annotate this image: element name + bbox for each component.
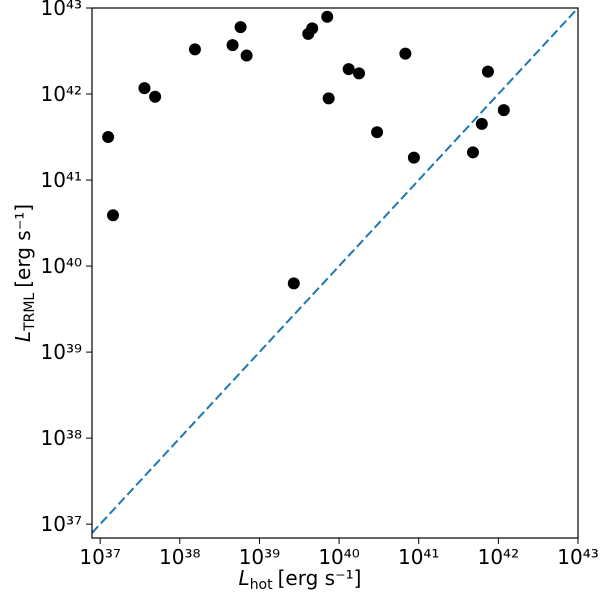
identity-line — [92, 8, 578, 534]
x-tick-label: 10⁴¹ — [398, 545, 439, 569]
data-point — [322, 92, 335, 105]
data-point — [306, 22, 319, 35]
data-point — [287, 277, 300, 290]
x-label-unit: [erg s⁻¹] — [278, 566, 362, 590]
data-point — [102, 131, 115, 144]
data-point — [107, 209, 120, 222]
x-tick-label: 10³⁹ — [239, 545, 280, 569]
y-tick-label: 10³⁸ — [41, 426, 82, 450]
y-tick-label: 10³⁷ — [41, 512, 82, 536]
x-tick-label: 10⁴² — [478, 545, 519, 569]
data-point — [342, 63, 355, 76]
data-point — [399, 47, 412, 60]
data-point — [234, 21, 247, 34]
plot-frame — [91, 7, 579, 539]
x-axis-label: Lhot [erg s⁻¹] — [239, 566, 362, 593]
data-point — [188, 43, 201, 56]
x-tick-label: 10³⁸ — [159, 545, 200, 569]
x-label-symbol: L — [239, 566, 250, 590]
data-point — [226, 39, 239, 52]
data-point — [481, 65, 494, 78]
data-point — [371, 126, 384, 139]
data-point — [240, 49, 253, 62]
data-point — [407, 151, 420, 164]
data-point — [138, 82, 151, 95]
y-label-symbol: L — [11, 331, 35, 342]
data-point — [149, 90, 162, 103]
y-tick-label: 10⁴² — [41, 82, 82, 106]
x-label-subscript: hot — [250, 577, 273, 593]
data-point — [497, 104, 510, 117]
y-tick-label: 10³⁹ — [41, 340, 82, 364]
y-label-unit: [erg s⁻¹] — [11, 204, 35, 288]
x-tick-label: 10³⁷ — [79, 545, 120, 569]
x-tick-label: 10⁴⁰ — [318, 545, 359, 569]
data-point — [353, 67, 366, 80]
y-tick-label: 10⁴⁰ — [41, 254, 82, 278]
y-tick-label: 10⁴¹ — [41, 168, 82, 192]
data-point — [466, 146, 479, 159]
y-axis-label: LTRML [erg s⁻¹] — [11, 204, 38, 342]
data-point — [321, 10, 334, 23]
x-tick-label: 10⁴³ — [557, 545, 598, 569]
data-point — [475, 117, 488, 130]
y-label-subscript: TRML — [22, 293, 38, 332]
y-tick-label: 10⁴³ — [41, 0, 82, 20]
